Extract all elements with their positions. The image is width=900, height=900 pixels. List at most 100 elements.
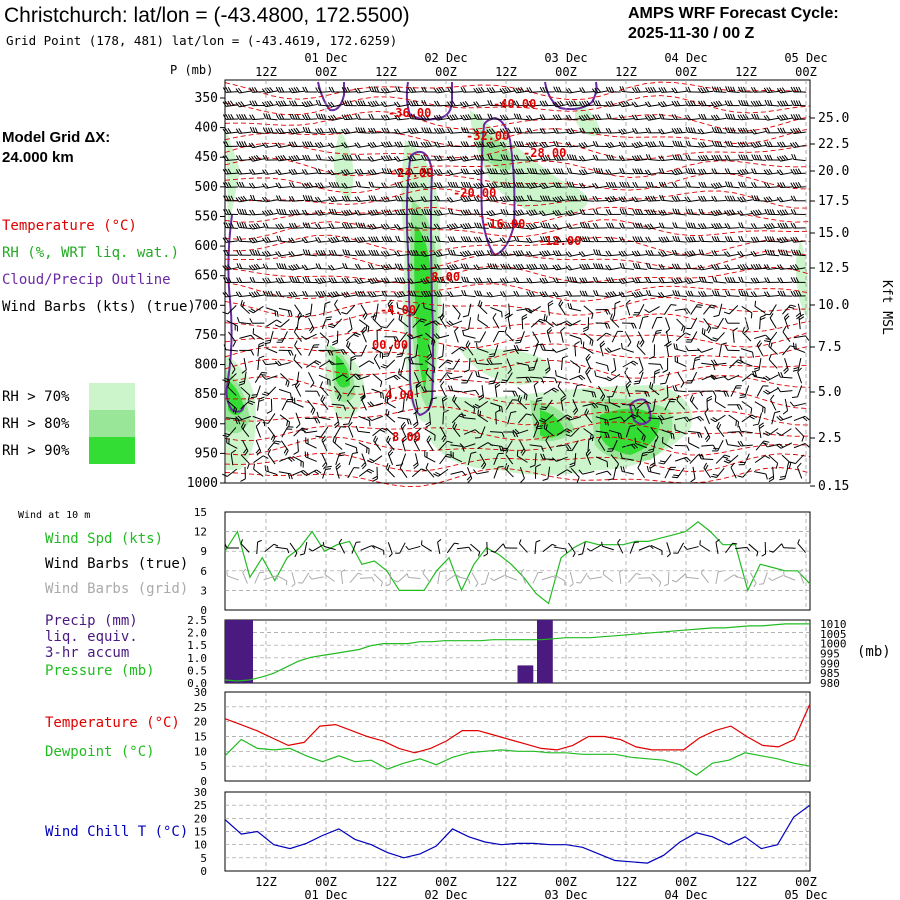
wind-barb-feather [447,249,451,255]
wind-barb-feather [293,326,298,333]
wind-barb [380,114,397,121]
wind-barb-shaft [439,317,447,329]
wind-barb-feather [499,278,504,284]
wind-barb-feather [379,392,382,399]
wind-barb [631,87,648,93]
wind-barb-feather [782,410,788,415]
wind-barb-feather [298,315,305,318]
wind-barb-feather [605,169,610,175]
wind-barb [783,358,789,374]
wind-barb-shaft [517,387,528,396]
wind-barb [741,400,753,414]
wind-barb-feather [557,101,562,107]
wind-barb-feather [502,182,507,188]
wind-barb-shaft [770,399,777,411]
wind-barb [274,360,291,367]
wind-barb-feather [644,391,648,397]
wind-barb-feather [239,263,243,269]
wind-barb-feather [370,127,375,134]
wind-barb-feather [740,127,744,134]
wind-barb [645,181,661,189]
wind-barb [698,100,714,107]
wind-barb-feather [536,399,543,402]
wind-barb-feather [225,114,229,120]
wind-barb-shaft [346,399,355,410]
wind-barb-shaft [701,333,713,341]
wind-barb [433,86,450,94]
legend-rh70: RH > 70% [2,389,70,405]
wind-barb-feather [637,222,641,229]
wind-barb [381,141,397,148]
wind-barb-feather [399,168,404,174]
wind-barb-feather [409,155,414,161]
wind-barb-feather [713,359,718,365]
wind-barb [288,154,305,162]
wind-barb [494,381,501,398]
wind-barb [513,154,529,161]
wind-barb [593,167,608,175]
wind-barb-feather [362,290,366,297]
wind-barb-shaft [278,307,291,312]
wind-barb [238,371,247,386]
wind-barb-feather [275,291,280,297]
wind-barb-feather [790,237,795,243]
wind-barb-feather [792,168,797,175]
wind-barb [671,277,687,284]
wind-barb-feather [460,196,465,202]
wind-barb-feather [465,114,470,120]
wind-barb [439,426,447,443]
wind-barb-feather [227,381,230,388]
wind-barb [328,359,344,365]
wind-barb [684,100,701,107]
wind-barb [750,277,767,284]
wind-barb [305,303,313,318]
wind-barb-feather [739,264,744,270]
wind-barb-shaft [690,371,698,384]
wind-barb-feather [432,340,436,347]
wind-barb [750,100,767,107]
wind-barb-feather [256,263,261,269]
wind-barb [763,222,780,230]
wind-barb-feather [502,277,507,284]
wind-barb-feather [449,155,454,161]
wind-barb [790,113,806,120]
wind-barb-feather [565,100,570,107]
wind-barb-feather [763,390,769,395]
wind-barb-feather [478,250,483,256]
wind-barb [314,141,331,148]
wind-barb-feather [557,182,562,188]
wind-barb-feather [555,154,559,161]
wind-barb-feather [486,142,491,148]
wind-barb-feather [633,142,639,148]
wind-barb [380,359,396,369]
wind-barb-feather [763,197,768,203]
wind-barb-feather [520,86,525,93]
wind-barb [521,314,528,330]
wind-barb-feather [327,170,333,176]
wind-barb-feather [687,114,691,120]
wind-barb-feather [501,311,503,318]
wind-barb [396,344,406,358]
wind-barb [460,86,476,93]
wind-barb-feather [328,237,333,243]
wind-barb-feather [604,419,607,425]
wind-barb-feather [581,127,586,134]
wind-barb-feather [370,195,375,201]
wind-barb [552,277,569,284]
wind-barb-feather [582,222,586,228]
wind-barb-feather [438,127,443,134]
wind-barb-feather [512,399,518,401]
wind-barb-feather [604,377,611,382]
wind-barb [666,340,672,357]
wind-barb-feather [663,181,668,188]
wind-barb-feather [241,181,245,188]
wind-barb [658,113,674,121]
wind-barb-feather [538,320,544,324]
wind-barb [741,305,753,319]
wind-barb-feather [546,168,551,174]
wind-barb-feather [514,341,521,344]
wind-barb [262,236,278,244]
wind-barb-shaft [648,158,661,162]
wind-barb [738,99,753,107]
wind-barb-feather [248,309,254,314]
